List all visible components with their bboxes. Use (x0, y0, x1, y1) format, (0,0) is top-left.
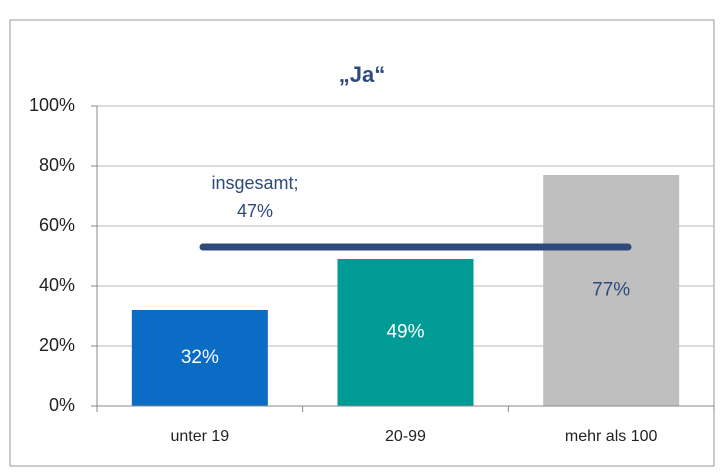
bar (543, 175, 680, 406)
value-label: 77% (592, 280, 630, 301)
y-tick-label: 100% (29, 95, 75, 115)
y-tick-label: 60% (39, 215, 75, 235)
chart-title: „Ja“ (339, 62, 385, 87)
x-tick-label: mehr als 100 (565, 428, 658, 445)
annotation: insgesamt; (211, 173, 298, 193)
x-tick-label: unter 19 (170, 428, 229, 445)
y-tick-label: 40% (39, 275, 75, 295)
bar (337, 259, 474, 406)
annotation: 47% (237, 201, 273, 221)
y-tick-label: 80% (39, 155, 75, 175)
value-label: 49% (386, 322, 424, 343)
x-tick-label: 20-99 (385, 428, 426, 445)
y-tick-label: 0% (49, 395, 75, 415)
y-tick-label: 20% (39, 335, 75, 355)
value-label: 32% (181, 347, 219, 368)
bar (131, 310, 268, 406)
